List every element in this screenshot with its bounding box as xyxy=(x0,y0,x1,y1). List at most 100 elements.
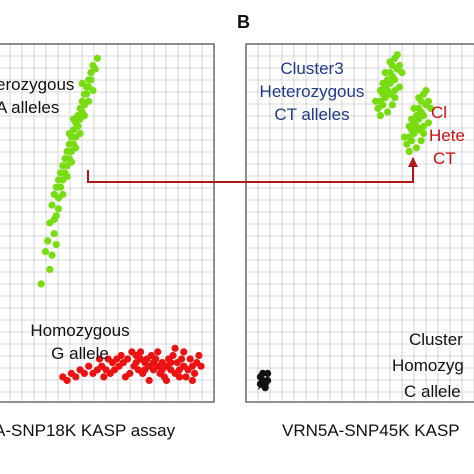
cross-marker: × xyxy=(257,379,265,394)
data-point-a-s0-41 xyxy=(91,65,99,73)
data-point-a-s1-41 xyxy=(195,351,203,360)
data-point-a-s0-47 xyxy=(67,158,75,166)
data-point-b-s0-14 xyxy=(396,61,404,70)
data-point-a-s1-38 xyxy=(182,373,190,381)
annotation-a-2-line-1: Homozygous xyxy=(30,321,129,340)
data-point-a-s1-35 xyxy=(169,351,177,360)
data-point-a-s1-47 xyxy=(95,355,104,363)
data-point-b-s0-27 xyxy=(386,58,394,66)
data-point-a-s1-54 xyxy=(59,373,67,381)
plot-frame-b xyxy=(245,43,474,403)
data-point-b-s0-13 xyxy=(391,76,399,84)
annotation-b-2-line-1: Cl xyxy=(431,103,447,122)
data-point-a-s1-37 xyxy=(178,355,186,363)
data-point-b-s0-49 xyxy=(410,104,418,112)
data-point-b-s0-24 xyxy=(379,79,387,87)
data-point-b-s0-23 xyxy=(384,108,392,116)
data-point-b-s0-58 xyxy=(405,122,413,130)
data-point-a-s0-48 xyxy=(63,172,71,181)
data-point-b-s0-55 xyxy=(427,104,435,112)
caption-a: A-SNP18K KASP assay xyxy=(0,421,176,440)
data-point-b-s0-18 xyxy=(393,51,401,59)
data-point-a-s1-61 xyxy=(162,376,171,385)
data-point-a-s0-45 xyxy=(76,129,84,138)
data-point-b-s0-57 xyxy=(415,94,423,102)
data-point-b-s0-46 xyxy=(405,147,413,155)
data-point-a-s1-64 xyxy=(149,359,158,367)
data-point-b-s0-59 xyxy=(420,129,428,138)
data-point-b-s0-25 xyxy=(398,69,406,77)
data-point-a-s0-43 xyxy=(85,97,93,105)
data-point-b-s1-4 xyxy=(264,376,272,385)
data-point-b-s0-19 xyxy=(381,69,389,77)
data-point-b-s0-45 xyxy=(403,140,411,148)
points-a xyxy=(37,54,205,385)
data-point-a-s1-58 xyxy=(154,348,162,356)
data-point-a-s1-67 xyxy=(175,373,183,381)
annotation-b-3-line-1: Cluster xyxy=(409,330,463,349)
data-point-b-s0-15 xyxy=(374,104,382,112)
data-point-b-s0-29 xyxy=(391,94,399,102)
data-point-a-s0-51 xyxy=(50,215,58,223)
annotation-b-1-line-1: Cluster3 xyxy=(280,59,343,78)
data-point-a-s1-45 xyxy=(104,355,112,363)
data-point-a-s1-66 xyxy=(167,359,175,367)
data-point-a-s1-25 xyxy=(89,369,97,377)
annotation-a-1-line-2: A alleles xyxy=(0,98,59,117)
data-point-a-s0-35 xyxy=(48,201,56,209)
data-point-b-s0-26 xyxy=(396,83,404,91)
panel-b: B Cluster3 Heterozygous CT alleles Cl He… xyxy=(237,12,474,440)
data-point-a-s0-59 xyxy=(78,79,86,87)
annotation-a-2-line-2: G allele xyxy=(51,344,109,363)
data-point-a-s1-52 xyxy=(67,369,75,377)
data-point-b-s0-16 xyxy=(376,112,384,120)
panel-letter-b: B xyxy=(237,12,250,32)
data-point-b-s0-44 xyxy=(424,97,432,105)
plot-frame-a xyxy=(0,43,215,403)
annotation-b-3-line-3: C allele xyxy=(404,382,461,401)
data-point-a-s0-49 xyxy=(59,190,67,198)
data-point-a-s1-56 xyxy=(121,373,129,381)
data-point-a-s0-42 xyxy=(89,86,97,95)
data-point-a-s1-16 xyxy=(197,362,205,370)
annotation-a-1-line-1: erozygous xyxy=(0,75,74,94)
data-point-b-s0-54 xyxy=(408,115,416,123)
annotation-b-2-line-3: CT xyxy=(433,149,456,168)
annotation-b-3-line-2: Homozyg xyxy=(392,356,464,375)
annotation-b-1-line-2: Heterozygous xyxy=(260,82,365,101)
data-point-a-s1-63 xyxy=(188,376,196,385)
panel-a: erozygous A alleles Homozygous G allele … xyxy=(0,43,215,440)
data-point-a-s0-38 xyxy=(50,230,58,238)
data-point-a-s0-25 xyxy=(83,90,91,98)
data-point-a-s0-58 xyxy=(65,129,73,138)
data-point-a-s1-65 xyxy=(158,366,166,374)
data-point-a-s1-69 xyxy=(132,359,140,367)
annotation-b-1-line-3: CT alleles xyxy=(274,105,349,124)
data-point-b-s0-43 xyxy=(420,112,428,120)
data-point-b-s0-52 xyxy=(417,137,425,145)
data-point-b-s1-7 xyxy=(264,369,272,377)
data-point-b-s0-51 xyxy=(400,133,408,141)
data-point-b-s0-53 xyxy=(412,144,420,152)
data-point-a-s0-53 xyxy=(48,251,56,259)
data-point-a-s0-56 xyxy=(37,280,45,288)
data-point-a-s0-54 xyxy=(41,248,50,256)
data-point-a-s1-48 xyxy=(85,362,93,370)
data-point-a-s1-62 xyxy=(180,348,188,356)
data-point-a-s1-68 xyxy=(141,366,149,374)
data-point-a-s0-52 xyxy=(52,240,60,249)
data-point-a-s1-40 xyxy=(191,369,199,377)
data-point-a-s0-27 xyxy=(74,122,82,130)
caption-b: VRN5A-SNP45K KASP xyxy=(282,421,460,440)
data-point-a-s1-46 xyxy=(100,373,108,381)
data-point-b-s0-21 xyxy=(372,97,380,105)
data-point-a-s0-46 xyxy=(72,144,80,152)
data-point-a-s0-40 xyxy=(93,54,101,62)
data-point-b-s0-48 xyxy=(422,86,430,95)
data-point-a-s0-57 xyxy=(70,115,78,123)
data-point-a-s1-50 xyxy=(76,366,84,374)
data-point-a-s1-59 xyxy=(171,344,179,352)
data-point-b-s0-28 xyxy=(376,86,384,95)
data-point-a-s0-31 xyxy=(57,183,65,191)
